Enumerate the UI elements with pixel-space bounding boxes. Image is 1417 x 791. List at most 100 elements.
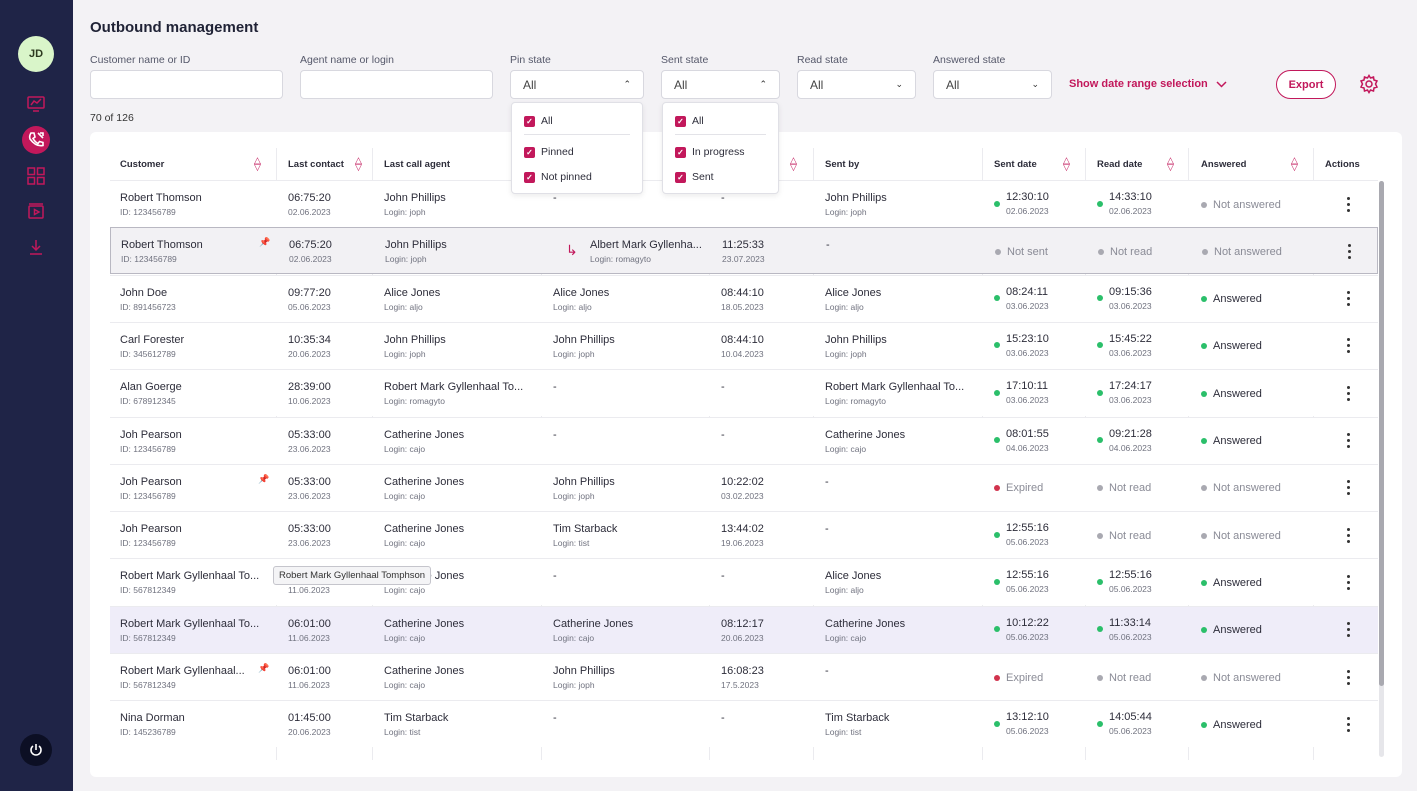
customer-cell-secondary: ID: 567812349 (120, 680, 176, 690)
table-row[interactable]: John Doe ID: 891456723 09:77:20 05.06.20… (110, 274, 1378, 323)
row-actions-menu-icon[interactable] (1340, 384, 1356, 402)
table-row[interactable]: Carl Forester ID: 345612789 10:35:34 20.… (110, 321, 1378, 369)
sent-date-cell-time: 08:24:11 (1006, 285, 1049, 298)
pin-option-all[interactable]: ✓ All (524, 115, 553, 127)
sort-icon[interactable]: △ ▽ (1291, 155, 1298, 172)
sent-date-cell: 08:01:55 04.06.2023 (994, 428, 1049, 453)
row-actions-menu-icon[interactable] (1340, 337, 1356, 355)
column-header-sent-by[interactable]: Sent by (825, 158, 860, 170)
pin-icon[interactable]: 📌 (258, 663, 270, 673)
pin-state-select[interactable]: All ⌃ (510, 70, 644, 99)
customer-cell-primary: Joh Pearson (120, 523, 182, 536)
answered-status: Answered (1213, 435, 1262, 447)
row-actions-menu-icon[interactable] (1340, 432, 1356, 450)
answered-state-label: Answered state (933, 54, 1006, 66)
read-state-select[interactable]: All ⌄ (797, 70, 916, 99)
transfer-time-cell-secondary: 20.06.2023 (721, 632, 764, 643)
export-button[interactable]: Export (1276, 70, 1336, 99)
read-date-cell-time: 14:05:44 (1109, 711, 1152, 724)
last-call-agent-cell-primary: Catherine Jones (384, 523, 465, 536)
column-header-read-date[interactable]: Read date (1097, 158, 1143, 170)
power-button[interactable] (20, 734, 52, 766)
column-header-answered[interactable]: Answered (1201, 158, 1247, 170)
table-row[interactable]: Robert Thomson ID: 123456789 📌 06:75:20 … (110, 227, 1378, 275)
gear-icon[interactable] (1359, 74, 1379, 94)
sent-option-label: Sent (692, 171, 714, 183)
sent-by-cell-primary: - (826, 239, 830, 252)
status-dot (1201, 201, 1207, 208)
table-row[interactable]: Joh Pearson ID: 123456789 📌 05:33:00 23.… (110, 463, 1378, 511)
table-row[interactable]: Joh Pearson ID: 123456789 05:33:00 23.06… (110, 511, 1378, 559)
transfer-time-cell-primary: 08:44:10 (721, 286, 764, 299)
date-range-toggle[interactable]: Show date range selection (1069, 78, 1227, 90)
transfer-time-cell-primary: - (721, 381, 725, 394)
status-dot (1097, 532, 1103, 539)
sent-by-cell-secondary: Login: aljo (825, 585, 864, 596)
checkbox-checked-icon: ✓ (675, 171, 686, 183)
customer-cell: Robert Mark Gyllenhaal To... ID: 5678123… (120, 559, 270, 606)
answered-state-select[interactable]: All ⌄ (933, 70, 1052, 99)
customer-cell-primary: Robert Mark Gyllenhaal To... (120, 570, 260, 583)
customer-search-input[interactable] (90, 70, 283, 99)
row-actions-menu-icon[interactable] (1341, 242, 1357, 260)
row-actions-menu-icon[interactable] (1340, 479, 1356, 497)
sort-icon[interactable]: △ ▽ (790, 155, 797, 172)
row-actions-menu-icon[interactable] (1340, 573, 1356, 591)
sent-date-cell-date: 05.06.2023 (1006, 584, 1049, 595)
table-row[interactable]: Robert Mark Gyllenhaal To... ID: 5678123… (110, 605, 1378, 653)
sort-icon[interactable]: △ ▽ (1063, 155, 1070, 172)
last-contact-cell: 05:33:00 23.06.2023 (288, 512, 378, 559)
pin-option-not-pinned[interactable]: ✓ Not pinned (524, 171, 592, 183)
sent-date-cell: 13:12:10 05.06.2023 (994, 711, 1049, 736)
column-header-sent-date[interactable]: Sent date (994, 158, 1037, 170)
transfer-agent-cell-primary: John Phillips (553, 333, 615, 346)
sort-icon[interactable]: △ ▽ (1167, 155, 1174, 172)
row-actions-menu-icon[interactable] (1340, 668, 1356, 686)
sent-date-cell-date: 05.06.2023 (1006, 726, 1049, 737)
row-actions-menu-icon[interactable] (1340, 621, 1356, 639)
last-contact-cell-primary: 28:39:00 (288, 381, 331, 394)
scrollbar-thumb[interactable] (1379, 181, 1384, 686)
row-actions-menu-icon[interactable] (1340, 290, 1356, 308)
column-header-last-call-agent[interactable]: Last call agent (384, 158, 450, 170)
sent-option-in-progress[interactable]: ✓ In progress (675, 146, 745, 158)
column-header-customer[interactable]: Customer (120, 158, 165, 170)
customer-cell-primary: John Doe (120, 286, 168, 299)
pin-state-label: Pin state (510, 54, 551, 66)
last-call-agent-cell-secondary: Login: cajo (384, 680, 426, 690)
pin-icon[interactable]: 📌 (259, 237, 271, 248)
agent-search-input[interactable] (300, 70, 493, 99)
sent-option-sent[interactable]: ✓ Sent (675, 171, 714, 183)
avatar[interactable]: JD (18, 36, 54, 72)
table-row[interactable]: Robert Mark Gyllenhaal... ID: 567812349 … (110, 653, 1378, 700)
media-icon[interactable] (22, 197, 50, 225)
sort-icon[interactable]: △ ▽ (355, 155, 362, 172)
customer-cell-secondary: ID: 123456789 (120, 207, 176, 217)
status-dot (1202, 248, 1208, 255)
sent-state-label: Sent state (661, 54, 709, 66)
last-call-agent-cell-secondary: Login: cajo (384, 538, 426, 549)
grid-icon[interactable] (22, 162, 50, 190)
pin-option-pinned[interactable]: ✓ Pinned (524, 146, 574, 158)
answered-cell: Answered (1201, 276, 1262, 323)
answered-status: Answered (1213, 624, 1262, 637)
pin-icon[interactable]: 📌 (258, 473, 270, 484)
row-actions-menu-icon[interactable] (1340, 526, 1356, 544)
sent-state-select[interactable]: All ⌃ (661, 70, 780, 99)
sent-option-all[interactable]: ✓ All (675, 115, 704, 127)
download-icon[interactable] (22, 233, 50, 261)
outbound-call-icon[interactable] (22, 126, 50, 154)
checkbox-checked-icon: ✓ (675, 115, 686, 127)
table-row[interactable]: Nina Dorman ID: 145236789 01:45:00 20.06… (110, 700, 1378, 748)
column-header-last-contact[interactable]: Last contact (288, 158, 344, 170)
table-row[interactable]: Alan Goerge ID: 678912345 28:39:00 10.06… (110, 369, 1378, 417)
row-actions-menu-icon[interactable] (1340, 195, 1356, 213)
dashboard-chart-icon[interactable] (22, 90, 50, 118)
last-contact-cell-secondary: 11.06.2023 (288, 680, 330, 690)
sent-date-cell-date: 02.06.2023 (1006, 206, 1049, 216)
sort-icon[interactable]: △ ▽ (254, 155, 261, 172)
row-actions-menu-icon[interactable] (1340, 715, 1356, 733)
table-row[interactable]: Joh Pearson ID: 123456789 05:33:00 23.06… (110, 416, 1378, 464)
customer-cell-secondary: ID: 123456789 (121, 254, 177, 265)
status-dot (1097, 485, 1103, 492)
